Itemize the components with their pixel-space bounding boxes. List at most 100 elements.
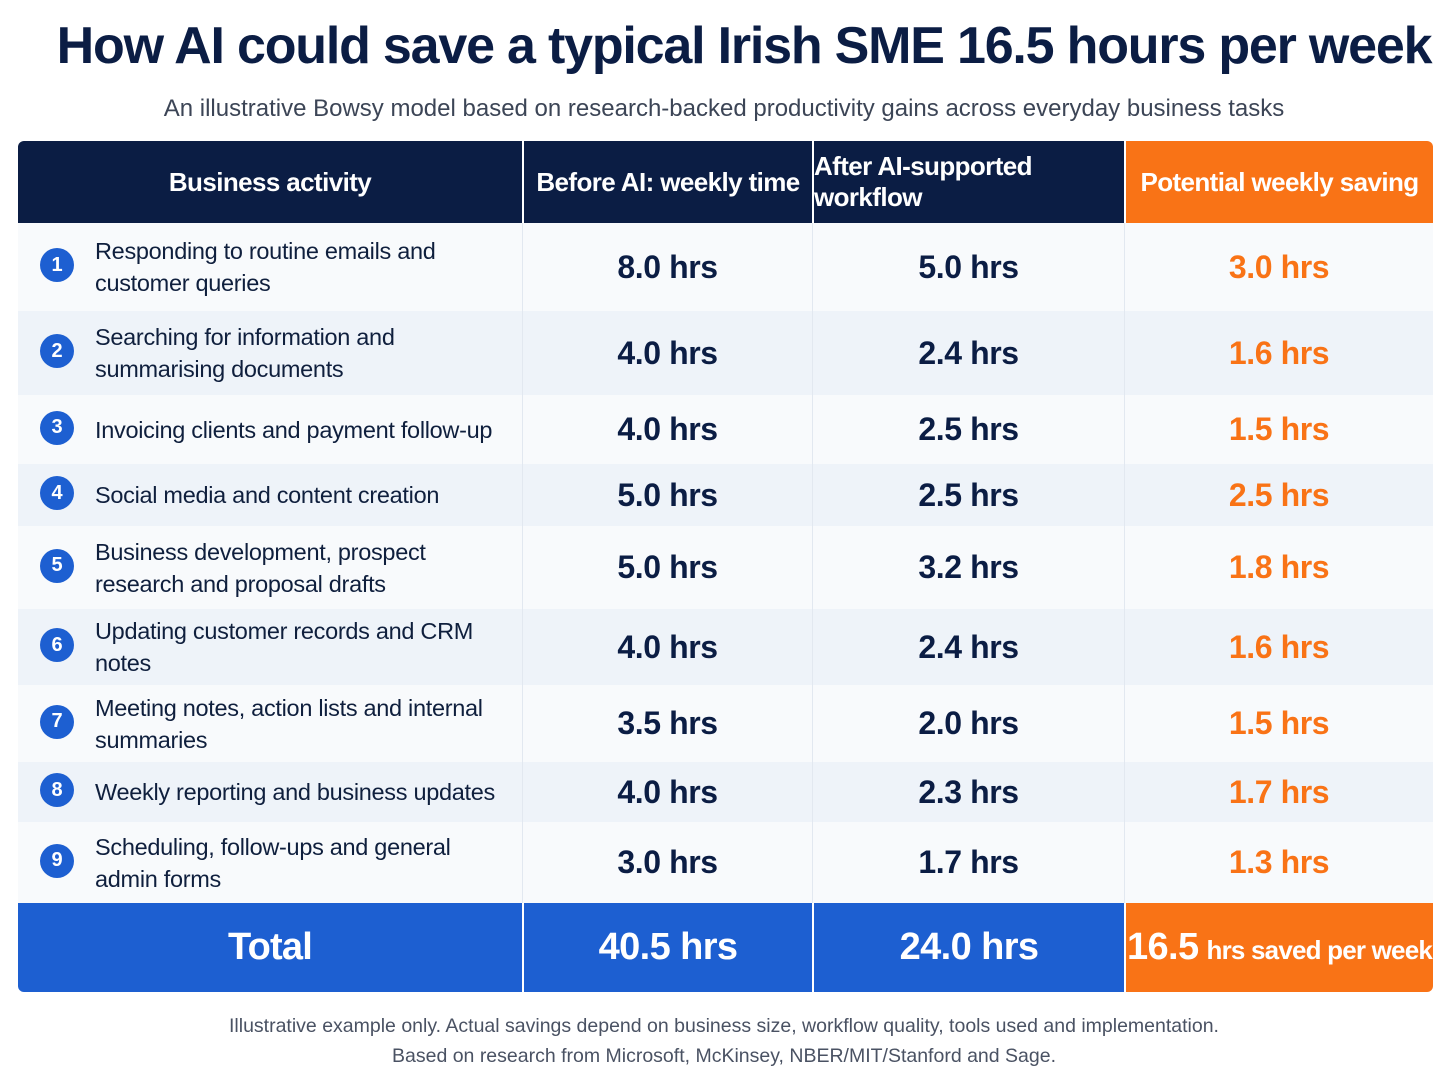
footnote-sources: Based on research from Microsoft, McKins… [392, 1045, 1056, 1067]
activity-cell: 5 Business development, prospect researc… [18, 526, 522, 609]
activity-label: Scheduling, follow-ups and general admin… [95, 833, 451, 892]
saving-value: 1.7 hrs [1228, 773, 1330, 810]
before-value: 4.0 hrs [617, 334, 718, 371]
after-cell: 2.3 hrs [812, 762, 1124, 822]
table-row: 7 Meeting notes, action lists and intern… [18, 685, 1433, 762]
after-cell: 2.0 hrs [812, 685, 1124, 762]
after-value: 2.0 hrs [918, 705, 1019, 741]
after-cell: 5.0 hrs [812, 223, 1124, 311]
table-row: 2 Searching for information and summaris… [18, 311, 1433, 395]
before-cell: 5.0 hrs [522, 526, 812, 609]
before-value: 8.0 hrs [617, 248, 718, 285]
total-before-cell: 40.5 hrs [522, 903, 812, 992]
saving-value: 1.5 hrs [1228, 411, 1330, 447]
table-row: 1 Responding to routine emails and custo… [18, 223, 1433, 311]
total-row: Total 40.5 hrs 24.0 hrs 16.5 hrs saved p… [18, 903, 1433, 992]
after-cell: 1.7 hrs [812, 822, 1124, 903]
before-cell: 3.0 hrs [522, 822, 812, 903]
page-title: How AI could save a typical Irish SME 16… [56, 17, 1433, 75]
after-value: 2.3 hrs [918, 773, 1019, 810]
saving-cell: 1.7 hrs [1124, 762, 1433, 822]
table-row: 3 Invoicing clients and payment follow-u… [18, 395, 1433, 464]
activity-label: Invoicing clients and payment follow-up [95, 416, 493, 443]
total-label: Total [18, 903, 522, 992]
total-saving-suffix: hrs saved per week [1206, 935, 1433, 965]
after-value: 2.5 hrs [918, 411, 1019, 447]
activity-cell: 6 Updating customer records and CRM note… [18, 609, 522, 685]
before-cell: 4.0 hrs [522, 311, 812, 395]
after-value: 1.7 hrs [918, 844, 1019, 880]
savings-table: Business activity Before AI: weekly time… [18, 141, 1433, 992]
total-after-value: 24.0 hrs [899, 926, 1039, 968]
activity-label: Responding to routine emails and custome… [95, 238, 436, 296]
after-cell: 2.4 hrs [812, 311, 1124, 395]
column-header-before: Before AI: weekly time [522, 141, 812, 223]
before-value: 5.0 hrs [617, 476, 718, 513]
total-saving-value: 16.5 [1126, 926, 1199, 968]
column-header-activity: Business activity [18, 141, 522, 223]
footnote-disclaimer: Illustrative example only. Actual saving… [229, 1015, 1219, 1037]
after-value: 2.4 hrs [918, 334, 1019, 371]
activity-label: Weekly reporting and business updates [95, 779, 495, 805]
table-row: 6 Updating customer records and CRM note… [18, 609, 1433, 685]
activity-cell: 8 Weekly reporting and business updates [18, 762, 522, 822]
after-cell: 2.5 hrs [812, 464, 1124, 526]
after-cell: 2.4 hrs [812, 609, 1124, 685]
activity-label: Searching for information and summarisin… [95, 324, 395, 382]
activity-cell: 7 Meeting notes, action lists and intern… [18, 685, 522, 762]
row-number-badge: 5 [40, 548, 74, 583]
saving-value: 1.6 hrs [1228, 334, 1330, 371]
after-value: 5.0 hrs [918, 248, 1019, 285]
before-value: 3.0 hrs [617, 844, 718, 880]
saving-cell: 2.5 hrs [1124, 464, 1433, 526]
saving-cell: 1.5 hrs [1124, 685, 1433, 762]
saving-value: 1.8 hrs [1228, 549, 1330, 585]
table-row: 5 Business development, prospect researc… [18, 526, 1433, 609]
activity-label: Updating customer records and CRM notes [95, 618, 474, 676]
before-value: 4.0 hrs [617, 411, 718, 447]
saving-cell: 1.5 hrs [1124, 395, 1433, 464]
saving-value: 1.6 hrs [1228, 628, 1330, 665]
before-cell: 4.0 hrs [522, 609, 812, 685]
activity-cell: 4 Social media and content creation [18, 464, 522, 526]
row-number-badge: 9 [40, 843, 74, 878]
row-number-badge: 4 [40, 476, 74, 510]
row-number-badge: 8 [40, 773, 74, 807]
after-cell: 2.5 hrs [812, 395, 1124, 464]
activity-cell: 2 Searching for information and summaris… [18, 311, 522, 395]
row-number-badge: 7 [40, 704, 74, 739]
after-cell: 3.2 hrs [812, 526, 1124, 609]
before-value: 5.0 hrs [617, 549, 718, 585]
before-cell: 4.0 hrs [522, 395, 812, 464]
activity-cell: 3 Invoicing clients and payment follow-u… [18, 395, 522, 464]
before-cell: 5.0 hrs [522, 464, 812, 526]
activity-cell: 1 Responding to routine emails and custo… [18, 223, 522, 311]
saving-value: 1.3 hrs [1228, 844, 1330, 880]
table-row: 8 Weekly reporting and business updates … [18, 762, 1433, 822]
page-subtitle: An illustrative Bowsy model based on res… [163, 95, 1285, 122]
saving-value: 3.0 hrs [1228, 248, 1330, 285]
row-number-badge: 3 [40, 410, 74, 445]
after-value: 3.2 hrs [918, 549, 1019, 585]
saving-value: 2.5 hrs [1228, 476, 1330, 513]
activity-cell: 9 Scheduling, follow-ups and general adm… [18, 822, 522, 903]
table-row: 4 Social media and content creation 5.0 … [18, 464, 1433, 526]
after-value: 2.4 hrs [918, 628, 1019, 665]
table-row: 9 Scheduling, follow-ups and general adm… [18, 822, 1433, 903]
column-header-saving: Potential weekly saving [1124, 141, 1433, 223]
total-before-value: 40.5 hrs [598, 926, 738, 968]
column-header-after: After AI-supported workflow [812, 141, 1124, 223]
saving-cell: 1.3 hrs [1124, 822, 1433, 903]
total-saving-cell: 16.5 hrs saved per week [1124, 903, 1433, 992]
saving-cell: 1.6 hrs [1124, 609, 1433, 685]
saving-cell: 3.0 hrs [1124, 223, 1433, 311]
before-value: 3.5 hrs [617, 705, 718, 741]
before-value: 4.0 hrs [617, 773, 718, 810]
activity-label: Social media and content creation [95, 482, 440, 508]
row-number-badge: 1 [40, 248, 74, 282]
saving-value: 1.5 hrs [1228, 705, 1330, 741]
before-cell: 3.5 hrs [522, 685, 812, 762]
before-cell: 8.0 hrs [522, 223, 812, 311]
saving-cell: 1.8 hrs [1124, 526, 1433, 609]
table-header-row: Business activity Before AI: weekly time… [18, 141, 1433, 223]
